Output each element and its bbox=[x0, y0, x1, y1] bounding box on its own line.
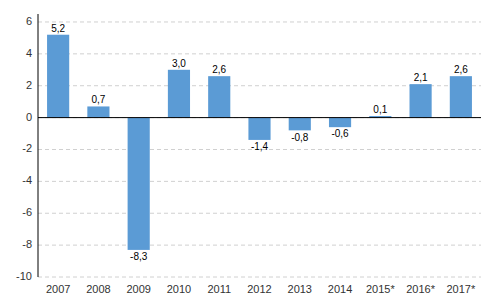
grid-line bbox=[38, 181, 481, 182]
data-label: -0,6 bbox=[331, 128, 349, 139]
bar bbox=[208, 76, 230, 117]
data-label: 0,1 bbox=[373, 104, 387, 115]
x-tick-label: 2009 bbox=[126, 283, 150, 295]
y-axis-line bbox=[38, 14, 39, 277]
data-label: -1,4 bbox=[251, 141, 269, 152]
data-label: 2,1 bbox=[414, 72, 428, 83]
data-labels: 5,2 0,7 -8,3 3,0 2,6 -1,4 -0,8 -0,6 0,1 2,1 2,6 bbox=[51, 23, 468, 262]
data-label: 5,2 bbox=[51, 23, 65, 34]
bar bbox=[87, 106, 109, 117]
y-tick-label: -6 bbox=[22, 206, 32, 218]
grid-line bbox=[38, 117, 481, 118]
data-label: -8,3 bbox=[130, 251, 148, 262]
x-axis: 2007 2008 2009 2010 2011 2012 2013 2014 2015* 201… bbox=[46, 283, 476, 295]
bar bbox=[248, 118, 270, 140]
y-tick-label: -8 bbox=[22, 238, 32, 250]
y-axis: -10 -8 -6 -4 -2 0 2 4 6 bbox=[16, 15, 32, 282]
data-label: 2,6 bbox=[212, 64, 226, 75]
chart-container: -10 -8 -6 -4 -2 0 2 4 6 5,2 0,7 -8,3 3,0 2,6 -1,4 -0,8 -… bbox=[0, 0, 491, 303]
y-tick-label: 6 bbox=[26, 15, 32, 27]
grid bbox=[38, 22, 481, 277]
y-tick-label: -4 bbox=[22, 174, 32, 186]
x-tick-label: 2007 bbox=[46, 283, 70, 295]
y-tick-label: 4 bbox=[26, 47, 32, 59]
x-tick-label: 2013 bbox=[288, 283, 312, 295]
x-tick-label: 2014 bbox=[328, 283, 352, 295]
x-tick-label: 2011 bbox=[207, 283, 231, 295]
x-tick-label: 2017* bbox=[446, 283, 475, 295]
x-tick-label: 2016* bbox=[406, 283, 435, 295]
bar bbox=[47, 35, 69, 118]
baseline bbox=[38, 117, 481, 118]
data-label: -0,8 bbox=[291, 132, 309, 143]
bars bbox=[47, 35, 472, 250]
bar bbox=[450, 76, 472, 117]
y-tick-label: 0 bbox=[26, 111, 32, 123]
bar bbox=[289, 118, 311, 131]
chart-svg: -10 -8 -6 -4 -2 0 2 4 6 5,2 0,7 -8,3 3,0 2,6 -1,4 -0,8 -… bbox=[0, 0, 491, 303]
x-tick-label: 2008 bbox=[86, 283, 110, 295]
data-label: 0,7 bbox=[91, 94, 105, 105]
grid-line bbox=[38, 277, 481, 278]
bar bbox=[410, 84, 432, 117]
x-tick-label: 2015* bbox=[366, 283, 395, 295]
bar bbox=[128, 118, 150, 250]
bar bbox=[329, 118, 351, 128]
x-tick-label: 2012 bbox=[247, 283, 271, 295]
grid-line bbox=[38, 213, 481, 214]
y-tick-label: -2 bbox=[22, 142, 32, 154]
y-tick-label: -10 bbox=[16, 270, 32, 282]
grid-line bbox=[38, 245, 481, 246]
x-tick-label: 2010 bbox=[167, 283, 191, 295]
data-label: 3,0 bbox=[172, 58, 186, 69]
bar bbox=[168, 70, 190, 118]
data-label: 2,6 bbox=[454, 64, 468, 75]
grid-line bbox=[38, 21, 481, 22]
grid-line bbox=[38, 53, 481, 54]
y-tick-label: 2 bbox=[26, 79, 32, 91]
